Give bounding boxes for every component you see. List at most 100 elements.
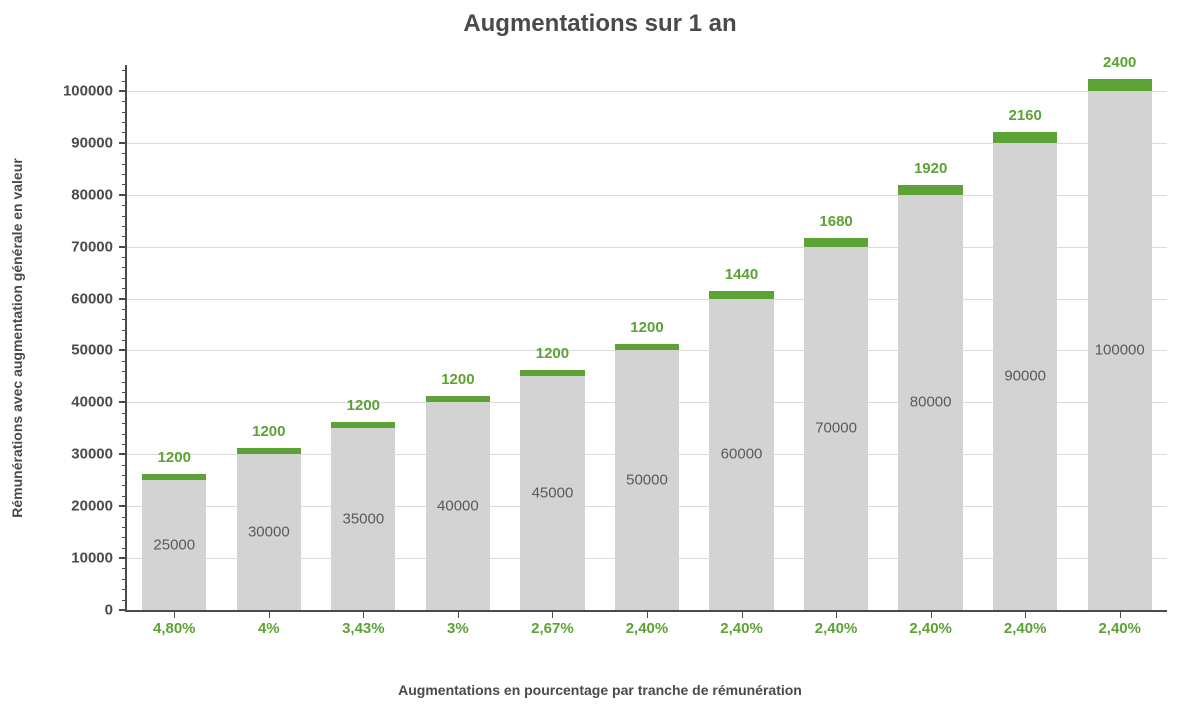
xtick-mark (931, 612, 932, 618)
bar-top (615, 344, 679, 350)
bar-top (804, 238, 868, 247)
bar-slot: 3500012003,43% (331, 65, 395, 610)
x-category-label: 4% (227, 620, 311, 637)
ytick-label: 80000 (71, 186, 113, 203)
xtick-mark (1120, 612, 1121, 618)
bar-slot: 7000016802,40% (804, 65, 868, 610)
ytick-label: 70000 (71, 238, 113, 255)
ytick-minor (122, 70, 127, 71)
ytick-minor (122, 330, 127, 331)
x-category-label: 3% (416, 620, 500, 637)
ytick-label: 50000 (71, 342, 113, 359)
bar-base-value: 45000 (520, 485, 584, 502)
bar-slot: 5000012002,40% (615, 65, 679, 610)
ytick-major (119, 557, 127, 559)
ytick-minor (122, 257, 127, 258)
y-axis-label-wrap: Rémunérations avec augmentation générale… (2, 65, 32, 610)
bar-slot: 4000012003% (426, 65, 490, 610)
bar-base-value: 80000 (898, 394, 962, 411)
bar-top (1088, 79, 1152, 91)
x-category-label: 2,40% (794, 620, 878, 637)
ytick-minor (122, 527, 127, 528)
ytick-major (119, 349, 127, 351)
ytick-minor (122, 600, 127, 601)
bar-base-value: 35000 (331, 511, 395, 528)
ytick-minor (122, 216, 127, 217)
ytick-minor (122, 132, 127, 133)
ytick-minor (122, 205, 127, 206)
ytick-minor (122, 589, 127, 590)
bar-base-value: 40000 (426, 498, 490, 515)
xtick-mark (647, 612, 648, 618)
ytick-major (119, 298, 127, 300)
x-category-label: 2,67% (510, 620, 594, 637)
bar-top-value: 1920 (878, 160, 982, 177)
ytick-minor (122, 340, 127, 341)
bar-top (709, 291, 773, 298)
ytick-major (119, 194, 127, 196)
bar-top (993, 132, 1057, 143)
y-axis-label: Rémunérations avec augmentation générale… (9, 158, 25, 517)
x-category-label: 2,40% (888, 620, 972, 637)
bar-slot: 9000021602,40% (993, 65, 1057, 610)
ytick-minor (122, 278, 127, 279)
x-axis-label: Augmentations en pourcentage par tranche… (0, 682, 1200, 698)
ytick-minor (122, 164, 127, 165)
ytick-major (119, 142, 127, 144)
xtick-mark (458, 612, 459, 618)
ytick-minor (122, 568, 127, 569)
bar-base-value: 70000 (804, 420, 868, 437)
bar-top-value: 1200 (595, 319, 699, 336)
ytick-major (119, 505, 127, 507)
x-category-label: 3,43% (321, 620, 405, 637)
bar-top-value: 1200 (122, 449, 226, 466)
ytick-minor (122, 184, 127, 185)
bar-top-value: 2400 (1068, 54, 1172, 71)
chart-title: Augmentations sur 1 an (0, 10, 1200, 38)
chart-container: Augmentations sur 1 an Rémunérations ave… (0, 0, 1200, 717)
ytick-minor (122, 579, 127, 580)
xtick-mark (1025, 612, 1026, 618)
bar-top-value: 1440 (689, 266, 793, 283)
bar-top (898, 185, 962, 195)
ytick-label: 60000 (71, 290, 113, 307)
ytick-minor (122, 122, 127, 123)
bar-top (331, 422, 395, 428)
bar-top-value: 2160 (973, 107, 1077, 124)
xtick-mark (742, 612, 743, 618)
bar-base-value: 90000 (993, 368, 1057, 385)
bar-top-value: 1200 (406, 371, 510, 388)
bar-slot: 8000019202,40% (898, 65, 962, 610)
ytick-minor (122, 81, 127, 82)
bar-top-value: 1200 (311, 397, 415, 414)
ytick-minor (122, 475, 127, 476)
bar-base-value: 50000 (615, 472, 679, 489)
ytick-minor (122, 496, 127, 497)
ytick-minor (122, 485, 127, 486)
ytick-label: 40000 (71, 394, 113, 411)
ytick-minor (122, 226, 127, 227)
bar-top (142, 474, 206, 480)
x-category-label: 4,80% (132, 620, 216, 637)
ytick-minor (122, 434, 127, 435)
xtick-mark (836, 612, 837, 618)
ytick-minor (122, 423, 127, 424)
bar-slot: 3000012004% (237, 65, 301, 610)
bar-slot: 4500012002,67% (520, 65, 584, 610)
x-category-label: 2,40% (1078, 620, 1162, 637)
bar-top (237, 448, 301, 454)
ytick-minor (122, 309, 127, 310)
ytick-minor (122, 537, 127, 538)
ytick-major (119, 401, 127, 403)
bar-base-value: 25000 (142, 537, 206, 554)
ytick-minor (122, 392, 127, 393)
ytick-minor (122, 267, 127, 268)
ytick-minor (122, 548, 127, 549)
ytick-minor (122, 153, 127, 154)
xtick-mark (269, 612, 270, 618)
bar-slot: 6000014402,40% (709, 65, 773, 610)
ytick-label: 100000 (63, 82, 113, 99)
ytick-major (119, 90, 127, 92)
ytick-minor (122, 288, 127, 289)
ytick-minor (122, 174, 127, 175)
